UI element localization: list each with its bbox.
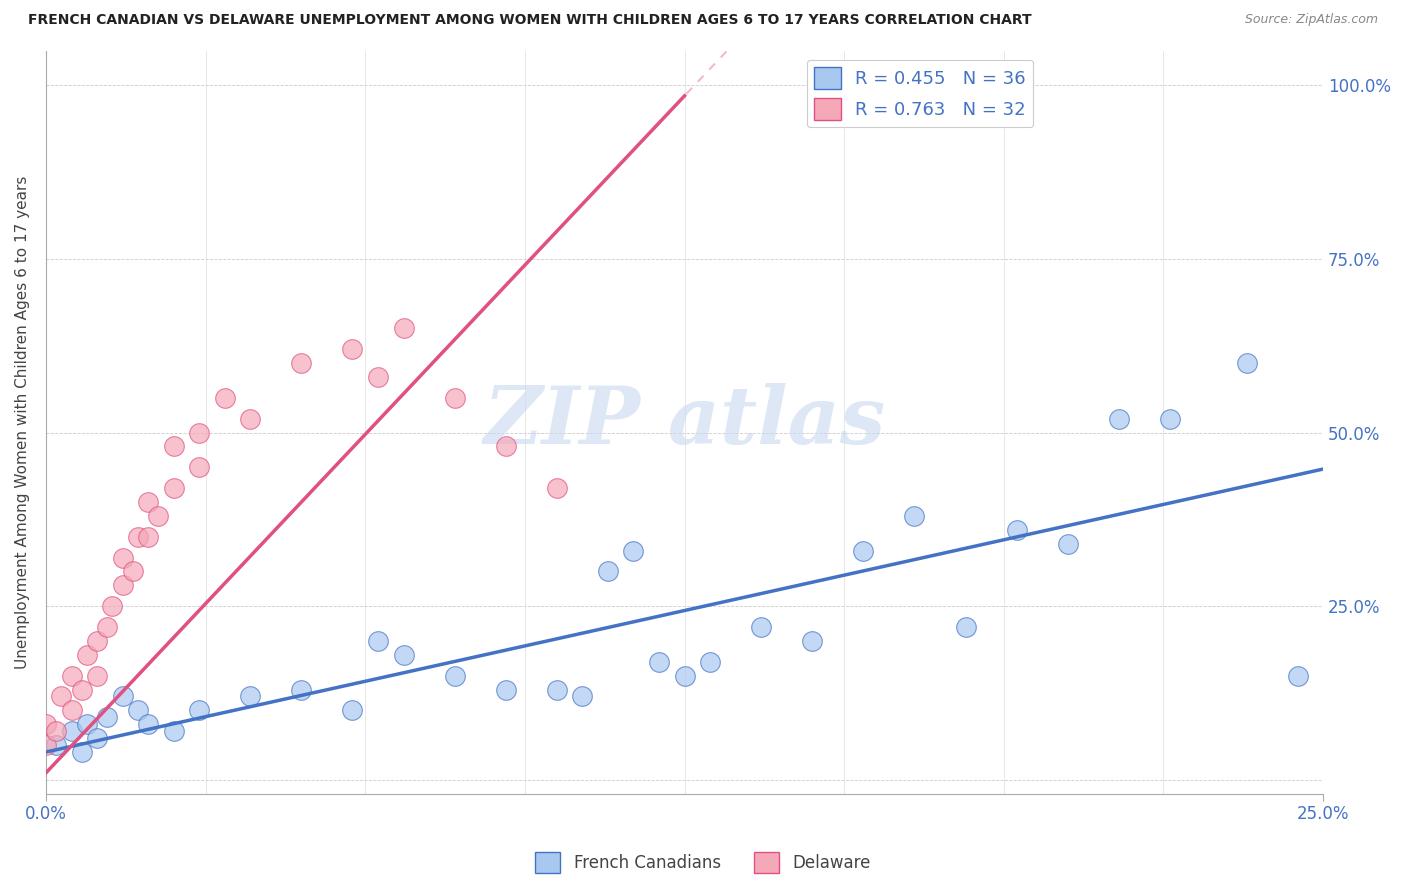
Point	[188, 703, 211, 717]
Point	[290, 356, 312, 370]
Point	[101, 599, 124, 614]
Point	[163, 481, 186, 495]
Legend: R = 0.455   N = 36, R = 0.763   N = 32: R = 0.455 N = 36, R = 0.763 N = 32	[807, 60, 1033, 128]
Point	[392, 648, 415, 662]
Point	[1108, 411, 1130, 425]
Point	[495, 440, 517, 454]
Point	[163, 724, 186, 739]
Point	[60, 668, 83, 682]
Point	[188, 425, 211, 440]
Text: Source: ZipAtlas.com: Source: ZipAtlas.com	[1244, 13, 1378, 27]
Point	[342, 703, 364, 717]
Point	[571, 690, 593, 704]
Point	[148, 508, 170, 523]
Point	[290, 682, 312, 697]
Point	[367, 370, 389, 384]
Point	[70, 745, 93, 759]
Point	[546, 481, 568, 495]
Point	[127, 530, 149, 544]
Point	[86, 731, 108, 745]
Point	[121, 565, 143, 579]
Point	[367, 634, 389, 648]
Point	[673, 668, 696, 682]
Point	[342, 343, 364, 357]
Point	[239, 690, 262, 704]
Point	[86, 668, 108, 682]
Point	[546, 682, 568, 697]
Point	[45, 724, 67, 739]
Point	[136, 530, 159, 544]
Point	[35, 738, 58, 752]
Point	[136, 717, 159, 731]
Point	[60, 703, 83, 717]
Point	[86, 634, 108, 648]
Point	[239, 411, 262, 425]
Legend: French Canadians, Delaware: French Canadians, Delaware	[529, 846, 877, 880]
Point	[1005, 523, 1028, 537]
Point	[443, 668, 465, 682]
Point	[443, 391, 465, 405]
Point	[1236, 356, 1258, 370]
Point	[1286, 668, 1309, 682]
Point	[648, 655, 671, 669]
Point	[111, 690, 134, 704]
Point	[76, 648, 98, 662]
Point	[495, 682, 517, 697]
Point	[51, 690, 73, 704]
Point	[188, 460, 211, 475]
Point	[903, 508, 925, 523]
Point	[596, 565, 619, 579]
Text: FRENCH CANADIAN VS DELAWARE UNEMPLOYMENT AMONG WOMEN WITH CHILDREN AGES 6 TO 17 : FRENCH CANADIAN VS DELAWARE UNEMPLOYMENT…	[28, 13, 1032, 28]
Point	[111, 550, 134, 565]
Point	[749, 620, 772, 634]
Point	[801, 634, 824, 648]
Point	[163, 440, 186, 454]
Point	[852, 543, 875, 558]
Point	[214, 391, 236, 405]
Point	[60, 724, 83, 739]
Point	[35, 717, 58, 731]
Point	[96, 620, 118, 634]
Point	[1056, 537, 1078, 551]
Point	[623, 543, 645, 558]
Point	[70, 682, 93, 697]
Point	[45, 738, 67, 752]
Point	[136, 495, 159, 509]
Point	[127, 703, 149, 717]
Y-axis label: Unemployment Among Women with Children Ages 6 to 17 years: Unemployment Among Women with Children A…	[15, 176, 30, 669]
Point	[392, 321, 415, 335]
Text: ZIP atlas: ZIP atlas	[484, 384, 886, 461]
Point	[1159, 411, 1181, 425]
Point	[96, 710, 118, 724]
Point	[699, 655, 721, 669]
Point	[955, 620, 977, 634]
Point	[76, 717, 98, 731]
Point	[111, 578, 134, 592]
